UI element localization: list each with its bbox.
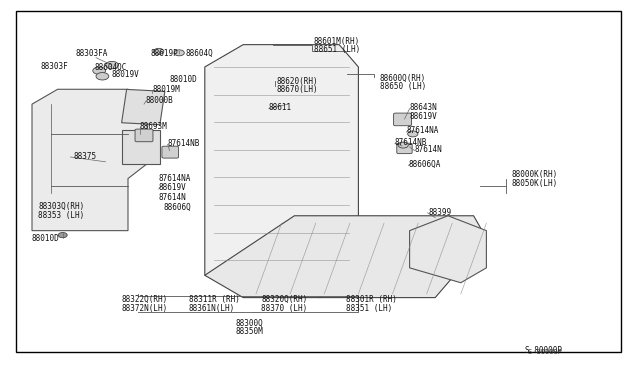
Circle shape: [106, 61, 118, 69]
Text: 88600Q(RH): 88600Q(RH): [380, 74, 426, 83]
Polygon shape: [32, 89, 147, 231]
Text: 88606QA: 88606QA: [408, 160, 441, 169]
FancyBboxPatch shape: [135, 129, 153, 142]
Text: 88350M: 88350M: [236, 327, 263, 336]
Text: 88619P: 88619P: [150, 49, 178, 58]
Text: 88606Q: 88606Q: [163, 203, 191, 212]
Text: 88620(RH): 88620(RH): [276, 77, 318, 86]
Text: 87614NB: 87614NB: [168, 139, 200, 148]
Text: 87614NB: 87614NB: [395, 138, 428, 147]
Circle shape: [398, 142, 408, 148]
FancyBboxPatch shape: [162, 146, 179, 158]
Text: 88300Q: 88300Q: [236, 319, 263, 328]
Text: 88650 (LH): 88650 (LH): [380, 82, 426, 91]
Polygon shape: [410, 216, 486, 283]
Text: 88370 (LH): 88370 (LH): [261, 304, 307, 312]
Text: 88311R (RH): 88311R (RH): [189, 295, 239, 304]
Circle shape: [96, 73, 109, 80]
Polygon shape: [205, 216, 486, 298]
Text: 88361N(LH): 88361N(LH): [189, 304, 235, 312]
Polygon shape: [205, 45, 358, 298]
Circle shape: [408, 131, 418, 137]
Text: 88019M: 88019M: [152, 85, 180, 94]
Text: 88399: 88399: [429, 208, 452, 217]
Text: 88353 (LH): 88353 (LH): [38, 211, 84, 220]
Text: 88303FA: 88303FA: [76, 49, 108, 58]
Text: 88303Q(RH): 88303Q(RH): [38, 202, 84, 211]
FancyBboxPatch shape: [397, 143, 412, 154]
Text: 88050K(LH): 88050K(LH): [512, 179, 558, 187]
Bar: [122, 89, 165, 125]
Text: 88604QC: 88604QC: [95, 62, 127, 71]
Text: 88000K(RH): 88000K(RH): [512, 170, 558, 179]
Text: 88601M(RH): 88601M(RH): [314, 37, 360, 46]
Text: 88693M: 88693M: [140, 122, 167, 131]
Text: 88643N: 88643N: [410, 103, 437, 112]
Text: 88651 (LH): 88651 (LH): [314, 45, 360, 54]
Text: 88303F: 88303F: [40, 62, 68, 71]
Text: 88010D: 88010D: [32, 234, 60, 243]
Bar: [122, 130, 160, 164]
Text: 88351 (LH): 88351 (LH): [346, 304, 392, 312]
Text: 88619V: 88619V: [159, 183, 186, 192]
Text: 88320Q(RH): 88320Q(RH): [261, 295, 307, 304]
Text: 88375: 88375: [74, 152, 97, 161]
Circle shape: [154, 48, 164, 54]
Text: S 80000P: S 80000P: [525, 346, 562, 355]
Text: 87614NA: 87614NA: [159, 174, 191, 183]
FancyBboxPatch shape: [394, 113, 412, 126]
Text: 88619V: 88619V: [410, 112, 437, 121]
Text: 88019V: 88019V: [112, 70, 140, 79]
Circle shape: [93, 67, 106, 74]
Circle shape: [174, 50, 184, 56]
Text: 88301R (RH): 88301R (RH): [346, 295, 396, 304]
Text: 87614N: 87614N: [415, 145, 442, 154]
Text: 88372N(LH): 88372N(LH): [122, 304, 168, 312]
Text: 88010D: 88010D: [170, 76, 197, 84]
Text: S 80000P: S 80000P: [528, 349, 562, 355]
Text: 88000B: 88000B: [146, 96, 173, 105]
Text: 87614NA: 87614NA: [406, 126, 439, 135]
Text: 88322Q(RH): 88322Q(RH): [122, 295, 168, 304]
Text: 87614N: 87614N: [159, 193, 186, 202]
Text: 88611: 88611: [269, 103, 292, 112]
Circle shape: [58, 232, 67, 238]
Text: 88604Q: 88604Q: [186, 49, 213, 58]
Text: 88670(LH): 88670(LH): [276, 85, 318, 94]
